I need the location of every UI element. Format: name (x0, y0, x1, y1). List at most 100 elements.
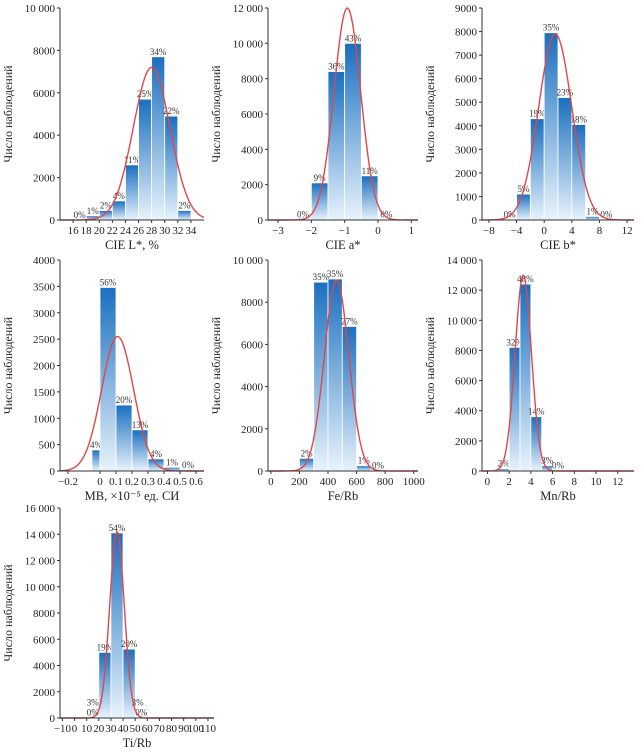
bar-percent-label: 0% (182, 460, 195, 470)
x-axis-title: Ti/Rb (123, 736, 152, 750)
x-tick-label: 0.6 (189, 476, 203, 488)
histogram-bar (151, 56, 166, 221)
bar-percent-label: 4% (90, 440, 103, 450)
x-tick-label: 34 (185, 225, 197, 237)
x-tick-label: 16 (68, 225, 80, 237)
x-tick-label: −4 (511, 225, 523, 237)
y-tick-label: 8000 (455, 27, 478, 39)
x-axis-title: МВ, ×10⁻⁵ ед. СИ (85, 489, 180, 503)
y-tick-label: 12 000 (233, 3, 264, 15)
x-tick-label: 200 (291, 476, 308, 488)
x-tick-label: 1000 (403, 476, 426, 488)
bar-percent-label: 1% (358, 456, 371, 466)
histogram-bar (131, 429, 149, 472)
y-axis-title: Число наблюдений (1, 65, 15, 163)
y-tick-label: 0 (258, 466, 264, 478)
y-tick-label: 4000 (241, 144, 264, 156)
y-tick-label: 3000 (33, 308, 56, 320)
chart-panel-6: 2%32%48%14%3%0%0 2 4 6 8 10 120200040006000800… (423, 255, 634, 503)
bar-percent-label: 34% (150, 47, 167, 57)
y-tick-label: 8000 (241, 74, 264, 86)
y-tick-label: 0 (50, 466, 56, 478)
histogram-bar (98, 210, 113, 221)
histogram-bar (571, 124, 587, 221)
x-tick-label: 0.2 (125, 476, 139, 488)
x-tick-label: 28 (146, 225, 158, 237)
bar-percent-label: 1% (587, 206, 600, 216)
y-tick-label: 1000 (455, 191, 478, 203)
y-tick-label: 0 (472, 466, 478, 478)
bar-percent-label: 54% (109, 523, 126, 533)
histogram-bar (138, 98, 153, 221)
x-tick-label: 0.5 (173, 476, 187, 488)
x-tick-label: 600 (348, 476, 365, 488)
y-tick-label: 6000 (33, 88, 56, 100)
histogram-bar (111, 200, 126, 221)
bar-percent-label: 2% (100, 200, 113, 210)
x-tick-label: 22 (107, 225, 118, 237)
histogram-bar (310, 182, 329, 221)
x-tick-label: 12 (622, 225, 633, 237)
y-tick-label: 8000 (455, 345, 478, 357)
x-tick-label: 0.4 (157, 476, 171, 488)
bar-percent-label: 43% (345, 33, 362, 43)
x-tick-label: 32 (172, 225, 183, 237)
bar-percent-label: 0% (372, 461, 385, 471)
y-tick-label: 5000 (455, 97, 478, 109)
chart-panel-1: 0% 1%2%4%11%25%34%22%2%16 18 20 22 24 26 28 30 32… (1, 3, 205, 252)
x-tick-label: 90 (178, 723, 190, 735)
chart-panel-5: 2% 35%35% 27% 1% 0% 0 200 400 600 800 1000 0 2000 400… (209, 255, 425, 503)
x-tick-label: 0 (97, 476, 103, 488)
x-tick-label: 50 (130, 723, 142, 735)
y-tick-label: 2500 (33, 334, 56, 346)
bar-percent-label: 0% (87, 707, 100, 717)
y-tick-label: 6000 (241, 339, 264, 351)
histogram-bar (516, 193, 531, 221)
normal-fit-curve (482, 274, 634, 472)
y-tick-label: 16 000 (25, 503, 56, 515)
bar-percent-label: 23% (557, 88, 574, 98)
y-tick-label: 0 (472, 215, 478, 227)
bar-percent-label: 32% (506, 337, 523, 347)
bar-percent-label: 22% (163, 106, 180, 116)
bar-percent-label: 0% (552, 461, 565, 471)
bar-percent-label: 11% (124, 155, 141, 165)
bar-percent-label: 2% (498, 459, 511, 469)
bar-percent-label: 9% (314, 173, 327, 183)
bar-percent-label: 1% (166, 457, 179, 467)
bar-percent-label: 0% (297, 210, 310, 220)
histogram-bar (585, 216, 600, 221)
x-tick-label: 6 (550, 476, 556, 488)
y-tick-label: 4000 (33, 255, 56, 267)
bar-percent-label: 0% (504, 210, 517, 220)
x-axis-title: CIE L*, % (105, 238, 159, 252)
bar-percent-label: 0% (600, 210, 613, 220)
x-tick-label: 110 (200, 723, 217, 735)
x-tick-label: 40 (118, 723, 130, 735)
x-tick-label: 100 (188, 723, 205, 735)
x-tick-label: 30 (159, 225, 171, 237)
histogram-bar (177, 210, 192, 221)
y-tick-label: 14 000 (447, 255, 478, 267)
x-tick-label: 1 (409, 225, 415, 237)
y-tick-label: 2000 (241, 180, 264, 192)
y-tick-label: 10 000 (447, 315, 478, 327)
x-tick-label: 400 (320, 476, 337, 488)
y-tick-label: 6000 (241, 109, 264, 121)
y-axis-title: Число наблюдений (423, 316, 437, 414)
bar-percent-label: 2% (301, 448, 314, 458)
histogram-bar (147, 458, 165, 472)
bar-percent-label: 2% (178, 200, 191, 210)
histogram-bar (313, 281, 329, 472)
x-tick-label: 0 (268, 476, 274, 488)
bar-percent-label: 48% (517, 274, 534, 284)
y-tick-label: 10 000 (233, 38, 264, 50)
x-tick-label: 12 (612, 476, 623, 488)
bar-percent-label: 0% (380, 210, 393, 220)
y-tick-label: 4000 (33, 130, 56, 142)
x-tick-label: 2 (506, 476, 512, 488)
bar-percent-label: 1% (87, 206, 100, 216)
x-tick-label: −1 (339, 225, 351, 237)
histogram-bar (98, 651, 112, 719)
normal-fit-curve (482, 33, 634, 221)
